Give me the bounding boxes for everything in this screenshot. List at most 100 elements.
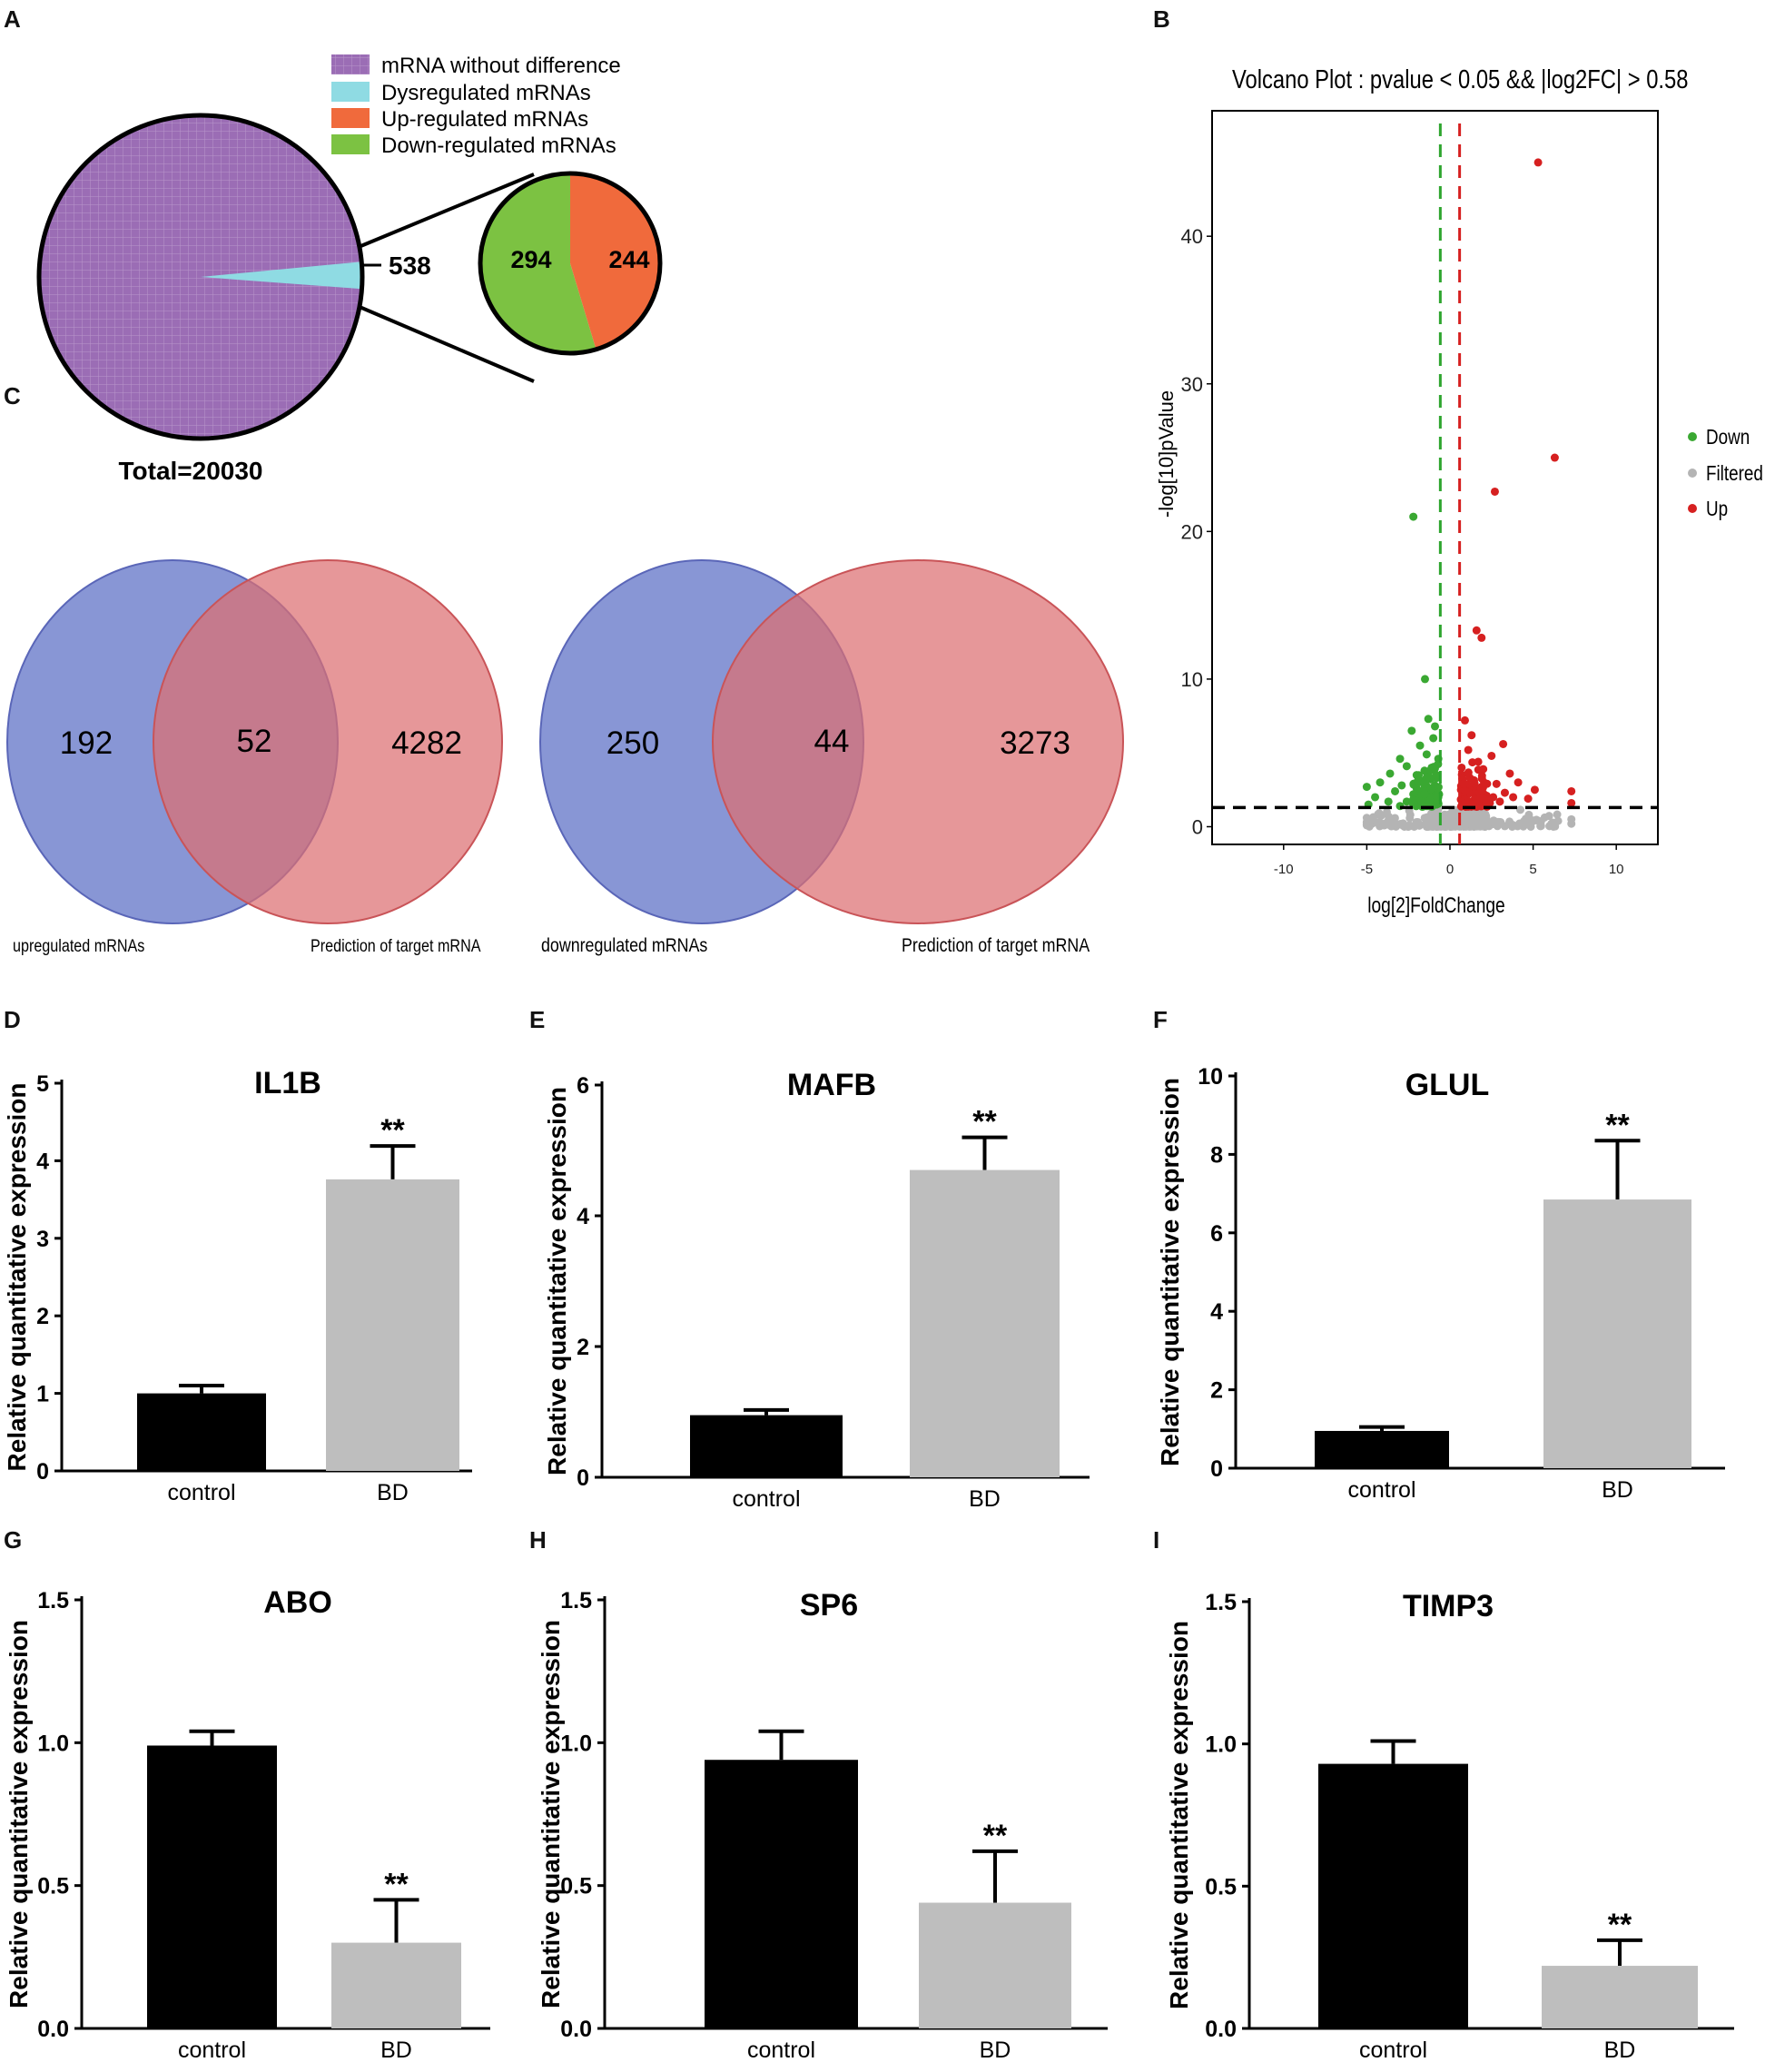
- venn-up: 192 52 4282 upregulated mRNAs Prediction…: [6, 559, 503, 956]
- down-point: [1424, 715, 1433, 724]
- up-point: [1475, 794, 1484, 803]
- volcano-y-tick-label: 0: [1192, 815, 1203, 838]
- bar-bd: [910, 1169, 1060, 1477]
- legend-swatch-no-difference: [331, 54, 370, 74]
- up-point: [1495, 797, 1504, 806]
- volcano-y-tick-label: 20: [1181, 520, 1203, 543]
- venn-down-left-label: downregulated mRNAs: [541, 935, 708, 957]
- bar-y-tick-label: 1.0: [1205, 1732, 1237, 1758]
- down-point: [1421, 675, 1430, 684]
- up-point: [1472, 626, 1481, 635]
- venn-down-right-label: Prediction of target mRNA: [902, 935, 1090, 957]
- up-point: [1459, 779, 1468, 788]
- bar-x-tick-label: BD: [969, 1486, 1001, 1512]
- callout-line-bottom: [359, 305, 535, 383]
- filtered-point: [1431, 818, 1440, 827]
- filtered-point: [1553, 816, 1563, 825]
- volcano-threshold-lines: [1212, 123, 1658, 844]
- volcano-title: Volcano Plot : pvalue < 0.05 && |log2FC|…: [1232, 64, 1688, 94]
- bar-y-tick-label: 6: [577, 1073, 589, 1099]
- legend-up-dot: [1688, 504, 1697, 513]
- legend-filtered-label: Filtered: [1706, 462, 1763, 485]
- panel-label-b: B: [1153, 5, 1170, 33]
- panel-label-i: I: [1153, 1526, 1159, 1554]
- bar-y-axis-label: Relative quantitative expression: [1156, 1078, 1184, 1466]
- pie-main-outline: [36, 113, 365, 441]
- legend-swatch-down: [331, 134, 370, 154]
- bar-y-tick-label: 4: [36, 1149, 49, 1174]
- pie-total-label: Total=20030: [118, 457, 262, 485]
- legend-down: Down-regulated mRNAs: [381, 133, 616, 158]
- legend-filtered-dot: [1688, 469, 1697, 478]
- bar-y-tick-label: 0: [577, 1465, 589, 1491]
- up-point: [1464, 797, 1473, 806]
- venn-down-overlap: 44: [814, 724, 850, 759]
- down-point: [1397, 781, 1406, 790]
- bar-y-axis-label: Relative quantitative expression: [5, 1620, 33, 2008]
- bar-y-tick-label: 0: [36, 1459, 49, 1485]
- filtered-point: [1403, 822, 1412, 831]
- bar-x-tick-label: control: [1347, 1477, 1415, 1503]
- bar-chart-title: TIMP3: [1403, 1589, 1494, 1623]
- down-point: [1420, 790, 1429, 799]
- down-point: [1415, 741, 1425, 750]
- bar-x-tick-label: control: [178, 2037, 246, 2063]
- filtered-point: [1480, 821, 1489, 830]
- bar-chart-title: SP6: [800, 1588, 858, 1623]
- up-point: [1524, 794, 1533, 804]
- down-point: [1422, 773, 1431, 782]
- venn-down: 250 44 3273 downregulated mRNAs Predicti…: [539, 559, 1124, 957]
- significance-marker: **: [380, 1113, 405, 1148]
- filtered-point: [1477, 808, 1486, 817]
- panel-label-d: D: [4, 1006, 21, 1033]
- volcano-x-tick-label: -5: [1361, 862, 1373, 877]
- bar-y-tick-label: 1: [36, 1382, 49, 1407]
- bar-x-tick-label: BD: [980, 2037, 1011, 2063]
- volcano-plot-frame: [1211, 110, 1659, 845]
- bar-x-tick-label: control: [1359, 2037, 1427, 2063]
- down-point: [1371, 793, 1380, 802]
- bar-y-tick-label: 6: [1210, 1221, 1223, 1247]
- filtered-point: [1424, 820, 1433, 829]
- bar-y-tick-label: 5: [36, 1071, 49, 1097]
- bar-y-axis-label: Relative quantitative expression: [543, 1087, 571, 1475]
- significance-marker: **: [983, 1819, 1008, 1853]
- panel-label-h: H: [529, 1526, 547, 1554]
- volcano-y-tick-label: 30: [1181, 373, 1203, 396]
- bar-x-tick-label: BD: [377, 1480, 409, 1505]
- legend-no-difference: mRNA without difference: [381, 54, 621, 78]
- panel-c-venn-diagrams: 192 52 4282 upregulated mRNAs Prediction…: [6, 559, 1124, 957]
- up-point: [1490, 487, 1499, 496]
- volcano-x-tick-label: 5: [1529, 862, 1536, 877]
- bar-x-tick-label: control: [732, 1486, 800, 1512]
- bar-panel-timp3: TIMP3 Relative quantitative expression 0.0…: [1165, 1589, 1734, 2063]
- venn-down-only-left: 250: [606, 725, 659, 761]
- up-point: [1500, 788, 1509, 797]
- volcano-y-axis-label: -log[10]pValue: [1155, 390, 1178, 518]
- down-point: [1362, 783, 1371, 792]
- down-point: [1420, 766, 1429, 775]
- filtered-point: [1392, 822, 1401, 831]
- down-point: [1402, 762, 1411, 771]
- down-point: [1431, 722, 1439, 731]
- up-point: [1530, 785, 1539, 794]
- down-point: [1432, 770, 1441, 779]
- significance-marker: **: [972, 1105, 997, 1140]
- significance-marker: **: [384, 1867, 409, 1901]
- legend-swatch-dysregulated: [331, 82, 370, 102]
- bar-y-tick-label: 1.5: [1205, 1590, 1237, 1615]
- bar-y-tick-label: 2: [577, 1335, 589, 1360]
- filtered-point: [1405, 814, 1415, 823]
- bar-x-tick-label: control: [747, 2037, 815, 2063]
- volcano-y-tick-label: 40: [1181, 225, 1203, 248]
- venn-up-only-right: 4282: [391, 725, 462, 761]
- panel-b-volcano-plot: Volcano Plot : pvalue < 0.05 && |log2FC|…: [1155, 64, 1763, 918]
- filtered-point: [1547, 819, 1556, 828]
- bar-y-tick-label: 10: [1198, 1064, 1223, 1090]
- subpie-down-label: 294: [510, 246, 551, 273]
- up-point: [1467, 731, 1476, 740]
- down-point: [1433, 792, 1442, 801]
- venn-up-right-label: Prediction of target mRNA: [311, 936, 481, 956]
